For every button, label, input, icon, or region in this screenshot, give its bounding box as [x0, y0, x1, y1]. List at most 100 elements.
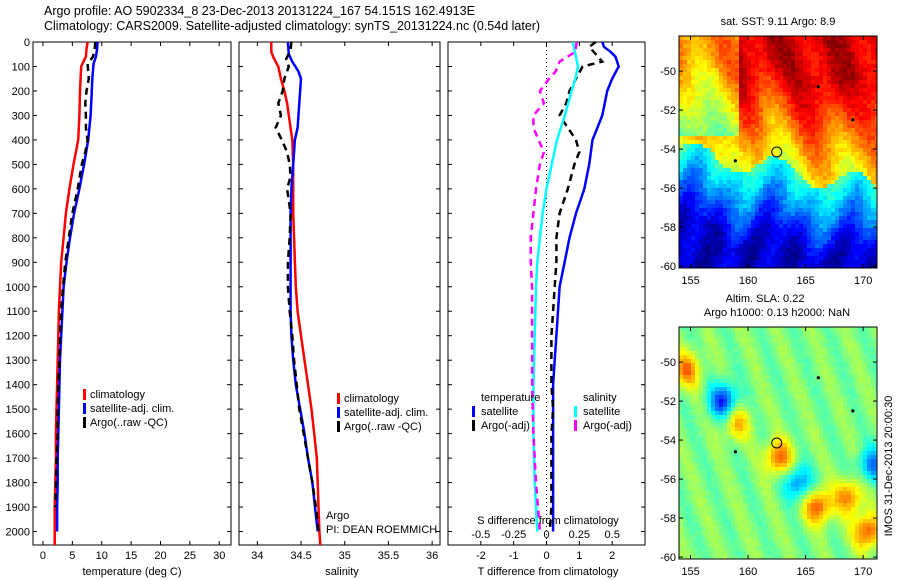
imos-timestamp: IMOS 31-Dec-2013 20:00:30: [883, 396, 895, 537]
legend-group-title: temperature: [481, 392, 540, 404]
y-tick-label: 2000: [6, 527, 30, 539]
y-tick-label: 200: [12, 86, 30, 98]
lat-tick-label: -60: [660, 552, 676, 564]
plot-frame: [238, 41, 441, 546]
lon-tick-label: 155: [681, 566, 699, 578]
series-line-temperature-argo-adj-: [548, 40, 605, 532]
x-tick-label: 35: [339, 550, 351, 562]
x-tick-label: 34: [251, 550, 263, 562]
island-marker: [816, 85, 820, 89]
x-tick-label: 5: [69, 550, 75, 562]
island-marker: [816, 376, 820, 380]
legend-label: climatology: [90, 389, 146, 401]
legend-label: Argo(-adj): [583, 420, 632, 432]
y-tick-label: 1100: [6, 306, 30, 318]
lon-tick-label: 155: [681, 275, 699, 287]
map-frame: [678, 35, 878, 269]
legend-label: Argo(-adj): [481, 420, 530, 432]
lat-tick-label: -60: [660, 261, 676, 273]
series-line-salinity-argo-adj-: [529, 41, 578, 532]
lat-tick-label: -56: [660, 183, 676, 195]
s-axis-label: S difference from climatology: [477, 515, 619, 527]
x-tick-label: 25: [184, 550, 196, 562]
legend-group-title: salinity: [583, 392, 617, 404]
pi-annotation: PI: DEAN ROEMMICH: [326, 524, 437, 536]
map-frame: [678, 326, 878, 560]
x-tick-label-s: -0.25: [501, 529, 526, 541]
x-tick-label: 34.5: [290, 550, 311, 562]
lon-tick-label: 160: [739, 566, 757, 578]
lat-tick-label: -56: [660, 474, 676, 486]
x-tick-label: 10: [96, 550, 108, 562]
legend-swatch: [83, 403, 86, 414]
x-tick-label: 35.5: [378, 550, 399, 562]
x-tick-label: 36: [426, 550, 438, 562]
series-line-climatology: [270, 42, 322, 546]
profile-title: Argo profile: AO 5902334_8 23-Dec-2013 2…: [44, 4, 475, 18]
lon-tick-label: 170: [854, 566, 872, 578]
x-tick-label: 0: [40, 550, 46, 562]
lat-tick-label: -52: [660, 105, 676, 117]
lat-tick-label: -58: [660, 222, 676, 234]
legend-label: Argo(..raw -QC): [90, 417, 168, 429]
salinity-panel: 34 34.5 35 35.5 36 salinity climatology satelli…: [238, 41, 441, 578]
lat-tick-label: -54: [660, 144, 676, 156]
series-line-satellite-adj-clim-: [286, 41, 319, 532]
legend-swatch: [83, 417, 86, 428]
x-tick-label: 30: [213, 550, 225, 562]
legend-swatch: [337, 407, 340, 418]
sst-map-panel: 155 160 165 170 -50 -52 -54 -56 -58 -60 sat. SST: …: [660, 16, 878, 287]
y-tick-label: 1000: [6, 282, 30, 294]
y-tick-label: 1500: [6, 404, 30, 416]
island-marker: [733, 159, 738, 163]
legend-label: satellite-adj. clim.: [344, 407, 428, 419]
island-marker: [733, 450, 738, 454]
sla-map-panel: 155 160 165 170 -50 -52 -54 -56 -58 -60 Altim. SLA…: [660, 293, 895, 578]
lat-tick-label: -58: [660, 513, 676, 525]
series-line-temperature-satellite: [551, 41, 621, 532]
y-tick-label: 1400: [6, 380, 30, 392]
map-raster: [679, 36, 877, 268]
profile-location-marker: [771, 146, 783, 158]
x-tick-label-t: -1: [509, 550, 519, 562]
climatology-subtitle: Climatology: CARS2009. Satellite-adjuste…: [44, 19, 541, 33]
x-tick-label-s: -0.5: [471, 529, 490, 541]
y-tick-label: 1700: [6, 453, 30, 465]
x-tick-label-t: 0: [543, 550, 549, 562]
profile-location-marker: [771, 437, 783, 449]
series-line-argo-raw-qc-: [274, 41, 320, 532]
legend-swatch: [472, 420, 475, 431]
y-tick-label: 500: [12, 159, 30, 171]
x-tick-label-t: 2: [609, 550, 615, 562]
y-tick-label: 1600: [6, 429, 30, 441]
x-tick-label-s: 0.25: [569, 529, 590, 541]
legend-swatch: [337, 421, 340, 432]
y-tick-label: 800: [12, 233, 30, 245]
lat-tick-label: -50: [660, 357, 676, 369]
x-tick-label-t: 1: [576, 550, 582, 562]
difference-panel: -2 -1 0 1 2 S difference from climatology -0.5…: [447, 40, 646, 578]
sla-map-subtitle: Argo h1000: 0.13 h2000: NaN: [704, 307, 850, 319]
x-tick-label-t: -2: [476, 550, 486, 562]
legend-label: satellite: [583, 406, 620, 418]
x-tick-label: 20: [154, 550, 166, 562]
series-line-argo-raw-qc-: [54, 41, 97, 508]
y-tick-label: 1300: [6, 355, 30, 367]
lat-tick-label: -50: [660, 66, 676, 78]
lon-tick-label: 165: [796, 275, 814, 287]
x-tick-label-s: 0.5: [605, 529, 620, 541]
island-marker: [851, 118, 855, 122]
series-line-climatology: [53, 41, 89, 545]
plot-frame: [32, 41, 232, 546]
legend-label: climatology: [344, 393, 400, 405]
x-tick-label: 15: [125, 550, 137, 562]
y-tick-label: 100: [12, 61, 30, 73]
legend-swatch: [574, 420, 577, 431]
x-axis-label: temperature (deg C): [82, 566, 181, 578]
temperature-panel: 0 5 10 15 20 25 300100200300400500600700800900…: [6, 37, 232, 578]
legend-label: satellite-adj. clim.: [90, 403, 174, 415]
y-tick-label: 300: [12, 110, 30, 122]
x-tick-label-s: 0: [543, 529, 549, 541]
lat-tick-label: -54: [660, 435, 676, 447]
plot-frame: [447, 41, 646, 546]
